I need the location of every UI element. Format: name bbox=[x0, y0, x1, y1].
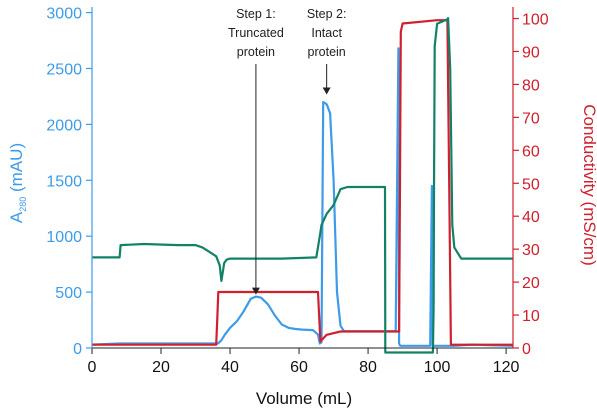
conductivity-series-line bbox=[92, 19, 513, 346]
right-y-tick-label-70: 70 bbox=[522, 110, 540, 127]
right-y-tick-label-80: 80 bbox=[522, 77, 540, 94]
left-y-axis-title: A280 (mAU) bbox=[7, 143, 28, 223]
x-tick-label-120: 120 bbox=[493, 359, 520, 376]
left-y-tick-label-1000: 1000 bbox=[46, 229, 82, 246]
x-tick-label-100: 100 bbox=[424, 359, 451, 376]
x-tick-label-40: 40 bbox=[221, 359, 239, 376]
right-y-tick-label-20: 20 bbox=[522, 275, 540, 292]
annotation-2-line-3: protein bbox=[308, 45, 346, 59]
right-y-tick-label-50: 50 bbox=[522, 176, 540, 193]
annotation-2-arrow-head bbox=[322, 87, 331, 95]
annotation-1-line-2: Truncated bbox=[228, 26, 284, 40]
left-y-tick-label-500: 500 bbox=[55, 285, 82, 302]
annotation-1-line-1: Step 1: bbox=[236, 7, 276, 21]
right-y-tick-label-10: 10 bbox=[522, 308, 540, 325]
left-y-tick-label-2000: 2000 bbox=[46, 117, 82, 134]
x-tick-label-80: 80 bbox=[359, 359, 377, 376]
axes: 0 20 40 60 80 100 1200500100015002000250030000… bbox=[46, 6, 548, 376]
right-y-tick-label-0: 0 bbox=[522, 341, 531, 358]
left-y-axis-title-suffix: (mAU) bbox=[7, 143, 26, 197]
right-y-axis-title: Conductivity (mS/cm) bbox=[580, 104, 597, 266]
annotations: Step 1: Truncated protein Step 2: Intact prot… bbox=[228, 7, 346, 295]
annotation-1-line-3: protein bbox=[237, 45, 275, 59]
concentration-series-line bbox=[92, 17, 513, 354]
x-tick-label-20: 20 bbox=[152, 359, 170, 376]
left-y-axis-title-subscript: 280 bbox=[18, 197, 28, 212]
x-axis-title: Volume (mL) bbox=[256, 389, 352, 408]
left-y-axis-title-prefix: A bbox=[7, 211, 26, 223]
x-tick-label-60: 60 bbox=[290, 359, 308, 376]
left-y-tick-label-0: 0 bbox=[73, 341, 82, 358]
x-tick-label-0: 0 bbox=[88, 359, 97, 376]
plot-lines bbox=[91, 17, 514, 354]
right-y-tick-label-40: 40 bbox=[522, 209, 540, 226]
annotation-2-line-2: Intact bbox=[311, 26, 342, 40]
left-y-tick-label-3000: 3000 bbox=[46, 6, 82, 23]
left-y-tick-label-2500: 2500 bbox=[46, 61, 82, 78]
annotation-2-line-1: Step 2: bbox=[307, 7, 347, 21]
right-y-tick-label-60: 60 bbox=[522, 143, 540, 160]
left-y-tick-label-1500: 1500 bbox=[46, 173, 82, 190]
annotation-1-arrow-head bbox=[251, 287, 260, 295]
right-y-tick-label-30: 30 bbox=[522, 242, 540, 259]
right-y-tick-label-90: 90 bbox=[522, 44, 540, 61]
right-y-tick-label-100: 100 bbox=[522, 12, 549, 29]
